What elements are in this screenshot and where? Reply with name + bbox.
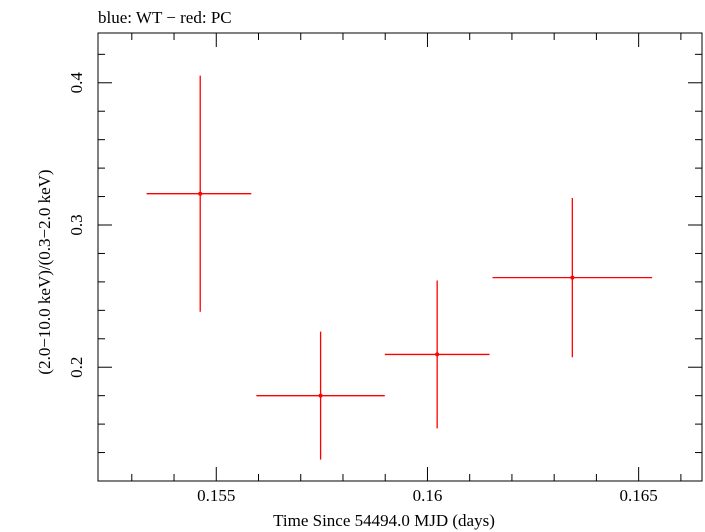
point-marker	[435, 352, 440, 357]
point-marker	[318, 393, 323, 398]
data-marks	[146, 75, 653, 460]
point-marker	[570, 275, 575, 280]
x-tick-label: 0.165	[620, 486, 658, 505]
y-axis-label: (2.0−10.0 keV)/(0.3−2.0 keV)	[35, 169, 54, 374]
y-tick-label: 0.2	[67, 357, 86, 378]
data-point	[146, 75, 252, 312]
point-marker	[198, 191, 203, 196]
data-point	[492, 197, 653, 358]
plot-frame	[97, 32, 703, 482]
axis-ticks: 0.155 0.16 0.165 0.2 0.3 0.4	[67, 33, 702, 505]
y-tick-label: 0.3	[67, 214, 86, 235]
x-tick-label: 0.155	[197, 486, 235, 505]
y-tick-label: 0.4	[67, 72, 86, 94]
chart-title: blue: WT − red: PC	[98, 8, 232, 27]
x-tick-label: 0.16	[413, 486, 443, 505]
data-point	[384, 280, 490, 429]
data-point	[256, 331, 385, 460]
x-axis-label: Time Since 54494.0 MJD (days)	[273, 511, 495, 530]
